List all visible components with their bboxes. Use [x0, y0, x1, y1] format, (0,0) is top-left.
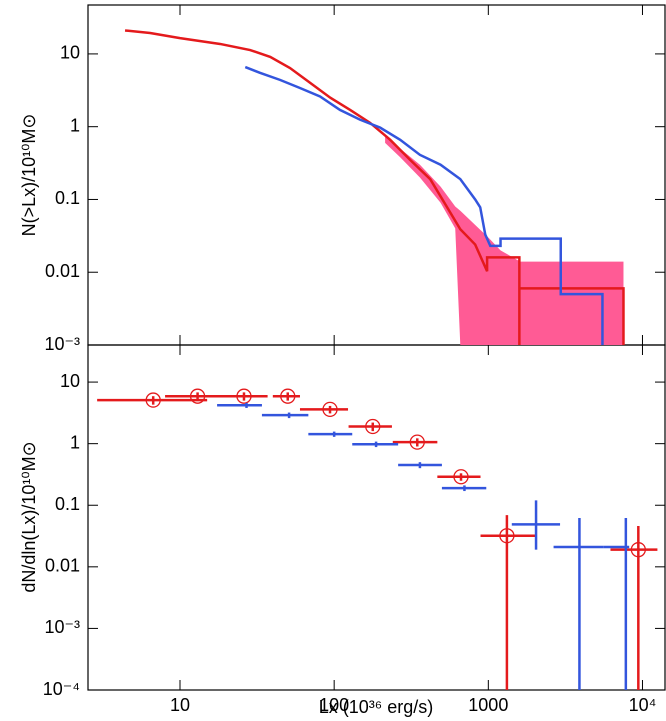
- y-tick-label: 10⁻³: [44, 617, 80, 637]
- y-tick-label: 1: [70, 115, 80, 135]
- bottom-frame: [87, 344, 666, 691]
- x-axis-label: Lx (10³⁶ erg/s): [319, 697, 433, 717]
- y-axis-label: dN/dln(Lx)/10¹⁰M⊙: [19, 441, 39, 592]
- y-tick-label: 10: [60, 371, 80, 391]
- x-tick-label: 10: [170, 695, 190, 715]
- point-marker: [322, 401, 338, 418]
- y-tick-label: 0.01: [45, 556, 80, 576]
- y-tick-label: 0.01: [45, 261, 80, 281]
- step-line: [244, 65, 604, 345]
- point-marker: [630, 542, 646, 558]
- point-marker: [453, 469, 469, 485]
- point-marker: [236, 388, 252, 404]
- y-tick-label: 0.1: [55, 494, 80, 514]
- point-marker: [409, 434, 425, 450]
- y-tick-label: 0.1: [55, 188, 80, 208]
- confidence-band: [385, 135, 624, 345]
- point-marker: [189, 388, 206, 404]
- point-marker: [280, 388, 296, 404]
- y-tick-label: 1: [70, 432, 80, 452]
- step-line: [124, 29, 625, 345]
- x-tick-label: 100: [319, 695, 349, 715]
- y-axis-label: N(>Lx)/10¹⁰M⊙: [19, 114, 39, 237]
- y-tick-label: 10⁻³: [44, 334, 80, 354]
- y-tick-label: 10⁻⁴: [43, 679, 80, 699]
- x-tick-label: 1000: [468, 695, 508, 715]
- point-marker: [145, 392, 161, 408]
- y-tick-label: 10: [60, 43, 80, 63]
- x-tick-label: 10⁴: [629, 695, 657, 715]
- point-marker: [499, 528, 515, 544]
- point-marker: [365, 418, 381, 435]
